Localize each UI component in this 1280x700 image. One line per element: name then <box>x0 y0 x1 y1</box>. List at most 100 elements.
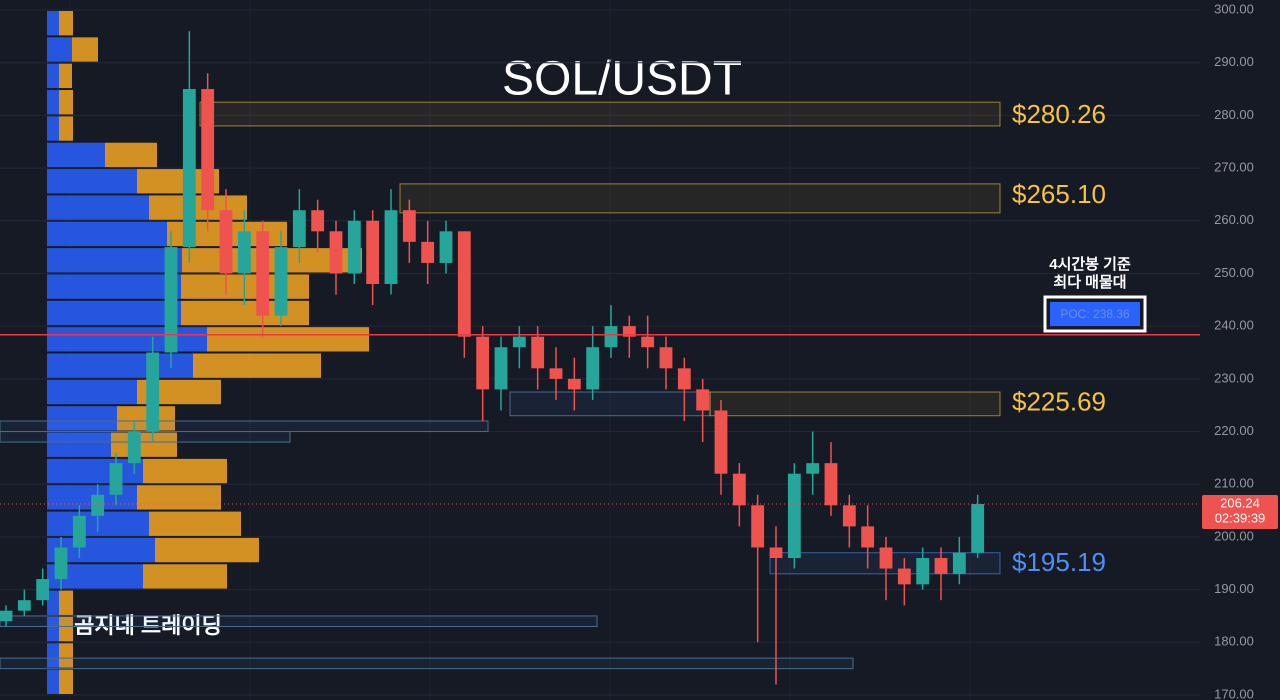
candle-body <box>824 463 838 506</box>
y-tick-label: 230.00 <box>1214 370 1254 385</box>
profile-buy <box>47 327 207 352</box>
zone <box>509 391 711 417</box>
level-label: $280.26 <box>1012 99 1106 129</box>
candle-body <box>476 336 490 390</box>
y-tick-label: 280.00 <box>1214 107 1254 122</box>
candle-body <box>806 463 820 474</box>
profile-buy <box>47 221 167 247</box>
profile-buy <box>47 90 59 115</box>
candle-body <box>237 231 251 274</box>
candle-body <box>201 89 215 211</box>
candle-body <box>17 600 31 611</box>
profile-buy <box>47 590 59 615</box>
candle-body <box>897 568 911 585</box>
candle-body <box>971 504 985 553</box>
profile-sell <box>105 142 157 168</box>
profile-buy <box>47 432 111 457</box>
candle-body <box>72 515 86 548</box>
last-price-tag <box>1202 495 1278 530</box>
candle-body <box>586 347 600 390</box>
candle-body <box>604 326 618 348</box>
profile-buy <box>47 142 105 168</box>
candle-body <box>457 231 471 337</box>
candle-body <box>714 410 728 474</box>
candle-body <box>0 610 13 622</box>
chart-title: SOL/USDT <box>502 53 742 106</box>
candle-body <box>384 210 398 284</box>
profile-buy <box>47 616 59 642</box>
profile-sell <box>149 511 241 536</box>
profile-sell <box>143 564 227 589</box>
zone <box>0 420 489 433</box>
profile-buy <box>47 63 59 89</box>
candle-body <box>311 210 325 232</box>
candle-body <box>329 231 343 274</box>
profile-buy <box>47 643 59 668</box>
candle-body <box>182 89 196 248</box>
candle-body <box>842 505 856 527</box>
candle-body <box>347 220 361 274</box>
candle-body <box>512 336 526 348</box>
countdown: 02:39:39 <box>1215 510 1266 525</box>
candle-body <box>256 231 270 316</box>
y-tick-label: 180.00 <box>1214 634 1254 649</box>
profile-buy <box>47 274 181 299</box>
candle-body <box>109 463 123 495</box>
candle-body <box>861 526 875 548</box>
profile-buy <box>47 353 193 378</box>
poc-frame <box>1043 295 1147 333</box>
candle-body <box>146 352 160 432</box>
candle-body <box>787 473 801 558</box>
profile-sell <box>143 458 227 484</box>
level-label: $225.69 <box>1012 386 1106 416</box>
profile-sell <box>137 485 221 510</box>
candle-body <box>36 579 50 601</box>
candle-body <box>732 473 746 506</box>
candle-body <box>439 231 453 263</box>
candle-body <box>934 558 948 574</box>
level-box <box>199 101 1001 127</box>
profile-sell <box>193 353 321 378</box>
y-tick-label: 300.00 <box>1214 1 1254 16</box>
candle-body <box>274 247 288 316</box>
candle-body <box>494 347 508 390</box>
candle-body <box>531 336 545 369</box>
candle-body <box>164 247 178 353</box>
candle-body <box>916 558 930 585</box>
profile-sell <box>59 116 73 141</box>
profile-sell <box>72 37 98 62</box>
y-tick-label: 210.00 <box>1214 476 1254 491</box>
y-tick-label: 240.00 <box>1214 318 1254 333</box>
candle-body <box>91 494 105 516</box>
candle-body <box>769 547 783 558</box>
profile-buy <box>47 11 59 36</box>
candle-body <box>402 210 416 242</box>
profile-sell <box>59 590 73 615</box>
candle-body <box>622 326 636 337</box>
candle-body <box>879 547 893 569</box>
candle-body <box>421 241 435 263</box>
y-tick-label: 290.00 <box>1214 54 1254 69</box>
profile-buy <box>47 37 72 62</box>
candle-body <box>549 368 563 379</box>
profile-sell <box>111 432 177 457</box>
profile-sell <box>59 669 73 694</box>
zone <box>0 431 291 443</box>
candle-body <box>366 220 380 284</box>
profile-buy <box>47 669 59 694</box>
zone <box>0 657 854 670</box>
profile-sell <box>59 643 73 668</box>
level-box <box>709 391 1001 417</box>
annotation: 최다 매물대 <box>1053 273 1126 291</box>
candle-body <box>292 210 306 248</box>
y-tick-label: 220.00 <box>1214 423 1254 438</box>
level-label: $195.19 <box>1012 547 1106 577</box>
y-tick-label: 170.00 <box>1214 686 1254 700</box>
profile-buy <box>47 379 137 405</box>
y-tick-label: 200.00 <box>1214 528 1254 543</box>
profile-buy <box>47 116 59 141</box>
profile-buy <box>47 406 117 431</box>
profile-sell <box>155 537 259 563</box>
